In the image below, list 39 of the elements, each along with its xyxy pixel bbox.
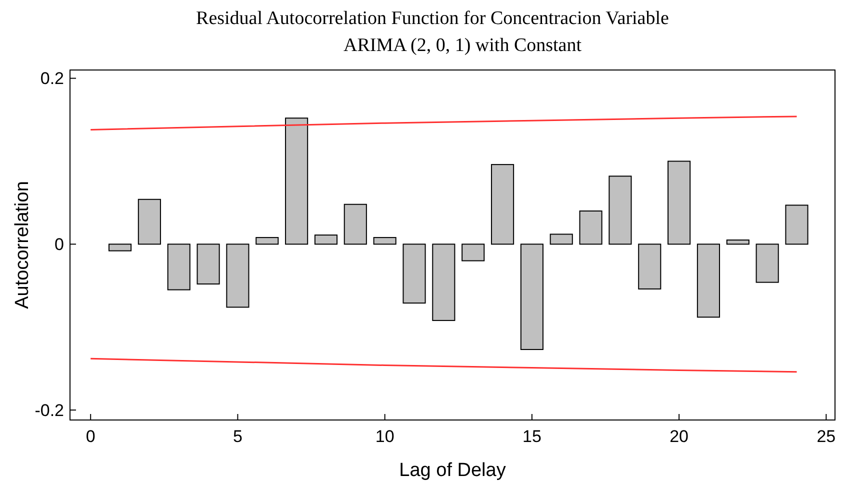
x-axis-title: Lag of Delay (399, 460, 506, 481)
x-tick-label: 10 (375, 427, 394, 446)
bar (285, 118, 308, 245)
bar (462, 244, 485, 262)
bar (344, 204, 367, 245)
x-tick-label: 0 (86, 427, 96, 446)
bar (550, 234, 573, 245)
bar (520, 244, 544, 350)
bar (579, 210, 602, 245)
bar (256, 237, 279, 245)
bar (373, 237, 396, 245)
bar (608, 176, 632, 245)
x-tick-label: 25 (816, 427, 836, 446)
y-tick-label: -0.2 (34, 400, 64, 420)
bar (402, 244, 426, 304)
x-tick-label: 15 (522, 427, 542, 446)
line-series (90, 116, 798, 130)
bar (196, 244, 220, 284)
y-axis-title: Autocorrelation (12, 181, 33, 309)
x-tick-label: 20 (670, 427, 689, 446)
bar (785, 204, 808, 245)
bar (108, 244, 132, 252)
bar (167, 244, 190, 290)
bar (726, 240, 750, 245)
bar (668, 160, 691, 245)
bar (138, 198, 161, 245)
bar (226, 244, 250, 308)
y-tick-label: 0 (54, 235, 64, 254)
bar (314, 234, 338, 245)
bar (432, 244, 456, 321)
line-series (90, 358, 798, 373)
y-tick-label: 0.2 (40, 69, 64, 88)
bar (490, 164, 514, 245)
x-tick-label: 5 (232, 427, 242, 446)
chart-title: Residual Autocorrelation Function for Concentracion Variable (196, 8, 669, 29)
bar (696, 244, 720, 318)
bar (638, 244, 662, 290)
bar (756, 244, 779, 283)
chart-subtitle: ARIMA (2, 0, 1) with Constant (343, 35, 582, 56)
